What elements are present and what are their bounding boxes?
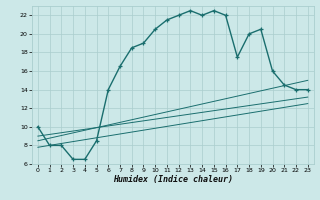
X-axis label: Humidex (Indice chaleur): Humidex (Indice chaleur) — [113, 175, 233, 184]
